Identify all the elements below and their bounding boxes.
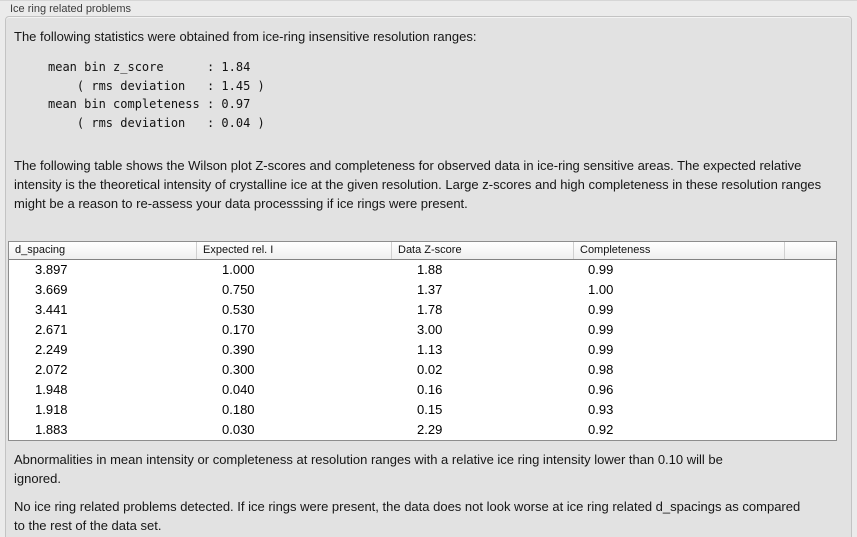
table-cell: 3.669: [35, 282, 68, 297]
table-row[interactable]: 1.948 0.040 0.16 0.96: [9, 380, 836, 400]
table-cell: 3.897: [35, 262, 68, 277]
stats-summary-block: mean bin z_score : 1.84 ( rms deviation …: [48, 60, 265, 130]
table-cell: 2.249: [35, 342, 68, 357]
table-cell: 0.15: [417, 402, 443, 417]
table-cell: 0.030: [222, 422, 255, 437]
table-cell: 0.96: [588, 382, 614, 397]
table-row[interactable]: 1.883 0.030 2.29 0.92: [9, 420, 836, 440]
table-cell: 0.99: [588, 322, 614, 337]
table-cell: 1.00: [588, 282, 614, 297]
table-cell: 1.883: [35, 422, 68, 437]
table-cell: 1.78: [417, 302, 443, 317]
table-cell: 2.072: [35, 362, 68, 377]
table-cell: 1.37: [417, 282, 443, 297]
table-cell: 0.750: [222, 282, 255, 297]
table-cell: 0.530: [222, 302, 255, 317]
table-cell: 0.02: [417, 362, 443, 377]
table-cell: 0.040: [222, 382, 255, 397]
table-description-text: The following table shows the Wilson plo…: [14, 158, 822, 211]
panel-title: Ice ring related problems: [10, 3, 132, 15]
table-cell: 1.918: [35, 402, 68, 417]
table-header-row: d_spacing Expected rel. I Data Z-score Comp…: [9, 242, 836, 260]
column-header[interactable]: Expected rel. I: [196, 242, 391, 259]
table-cell: 0.99: [588, 342, 614, 357]
table-cell: 3.00: [417, 322, 443, 337]
table-cell: 3.441: [35, 302, 68, 317]
table-cell: 0.99: [588, 262, 614, 277]
table-cell: 2.671: [35, 322, 68, 337]
table-row[interactable]: 3.669 0.750 1.37 1.00: [9, 280, 836, 300]
table-cell: 0.99: [588, 302, 614, 317]
table-row[interactable]: 2.671 0.170 3.00 0.99: [9, 320, 836, 340]
table-cell: 1.948: [35, 382, 68, 397]
table-cell: 0.170: [222, 322, 255, 337]
table-cell: 2.29: [417, 422, 443, 437]
column-header[interactable]: Completeness: [573, 242, 784, 259]
table-cell: 0.98: [588, 362, 614, 377]
column-header[interactable]: d_spacing: [15, 244, 66, 256]
table-cell: 0.180: [222, 402, 255, 417]
stats-intro-text: The following statistics were obtained f…: [14, 29, 477, 44]
column-header[interactable]: Data Z-score: [391, 242, 573, 259]
table-body: 3.897 1.000 1.88 0.99 3.669 0.750 1.37 1.00 3.44…: [9, 260, 836, 440]
table-cell: 0.16: [417, 382, 443, 397]
table-cell: 1.13: [417, 342, 443, 357]
table-row[interactable]: 1.918 0.180 0.15 0.93: [9, 400, 836, 420]
table-cell: 0.92: [588, 422, 614, 437]
table-cell: 0.93: [588, 402, 614, 417]
conclusion-text: No ice ring related problems detected. I…: [14, 499, 801, 533]
ignore-note-text: Abnormalities in mean intensity or compl…: [14, 452, 723, 486]
table-row[interactable]: 2.072 0.300 0.02 0.98: [9, 360, 836, 380]
ice-ring-table[interactable]: d_spacing Expected rel. I Data Z-score Comp…: [8, 241, 837, 441]
table-row[interactable]: 3.897 1.000 1.88 0.99: [9, 260, 836, 280]
column-header[interactable]: [784, 242, 836, 259]
table-cell: 1.000: [222, 262, 255, 277]
table-cell: 1.88: [417, 262, 443, 277]
table-row[interactable]: 3.441 0.530 1.78 0.99: [9, 300, 836, 320]
table-cell: 0.390: [222, 342, 255, 357]
table-row[interactable]: 2.249 0.390 1.13 0.99: [9, 340, 836, 360]
table-cell: 0.300: [222, 362, 255, 377]
